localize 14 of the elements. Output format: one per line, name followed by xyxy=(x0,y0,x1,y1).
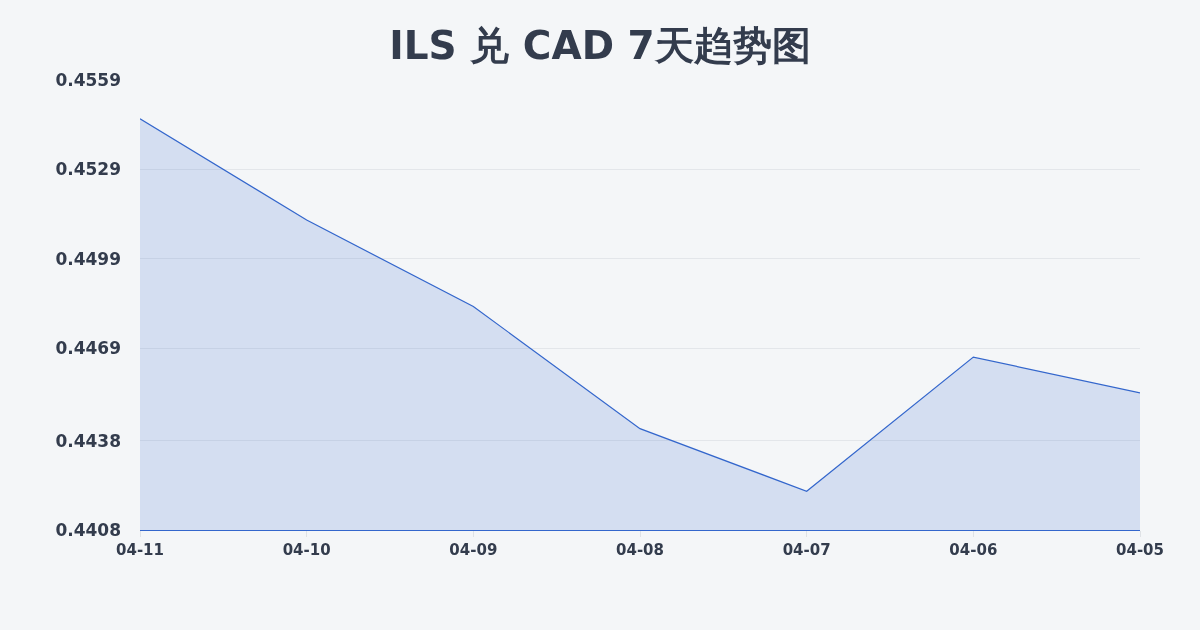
x-tick-label: 04-09 xyxy=(449,541,498,559)
x-tick-label: 04-05 xyxy=(1116,541,1164,559)
y-tick-label: 0.4559 xyxy=(55,69,121,90)
y-tick-label: 0.4529 xyxy=(55,159,121,180)
y-tick-label: 0.4469 xyxy=(55,338,121,359)
y-tick-label: 0.4438 xyxy=(55,430,121,451)
x-tick-label: 04-10 xyxy=(282,541,331,559)
x-tick-label: 04-07 xyxy=(782,541,831,559)
y-tick-label: 0.4408 xyxy=(55,519,121,540)
x-tick-label: 04-06 xyxy=(949,541,998,559)
chart-title: ILS 兑 CAD 7天趋势图 xyxy=(389,23,811,69)
x-tick-label: 04-11 xyxy=(116,541,164,559)
y-tick-label: 0.4499 xyxy=(55,248,121,269)
x-tick-label: 04-08 xyxy=(616,541,664,559)
